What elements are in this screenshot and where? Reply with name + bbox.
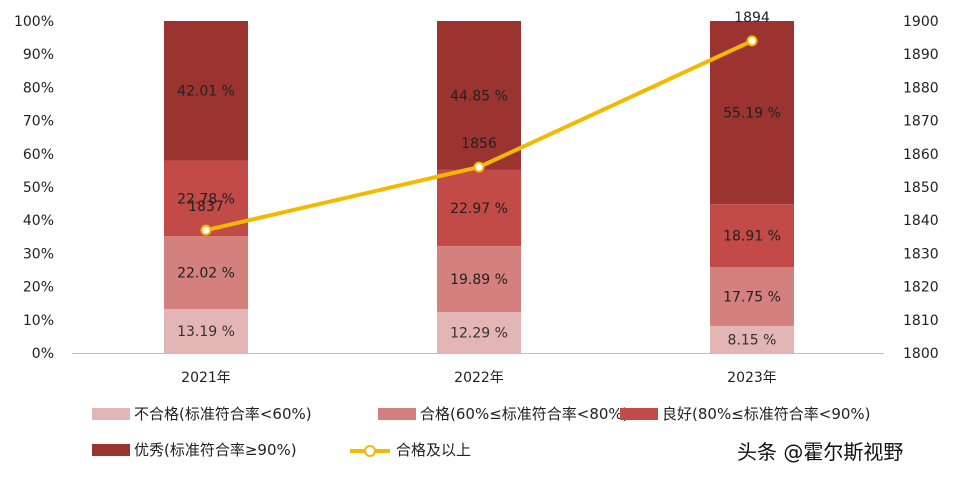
- legend-label-fail: 不合格(标准符合率<60%): [134, 405, 312, 423]
- bar-segment: [710, 267, 794, 326]
- legend-label-excellent: 优秀(标准符合率≥90%): [134, 441, 297, 459]
- watermark: 头条 @霍尔斯视野: [737, 440, 904, 464]
- y-right-tick-label: 1810: [903, 313, 939, 329]
- y-left-tick-label: 90%: [23, 47, 54, 63]
- legend-label-pass-and-above: 合格及以上: [396, 441, 472, 459]
- y-left-tick-label: 40%: [23, 213, 54, 229]
- line-point: [473, 161, 485, 173]
- x-tick-label: 2021年: [181, 370, 231, 386]
- legend-item-pass-and-above: .line-swatch::before{background:#f5b800;…: [350, 439, 471, 460]
- bar-segment: [710, 325, 794, 353]
- y-left-tick-label: 20%: [23, 280, 54, 296]
- legend-item-pass: 合格(60%≤标准符合率<80%): [378, 403, 629, 424]
- x-tick-label: 2022年: [454, 370, 504, 386]
- bar-segment: [710, 21, 794, 205]
- bar-segment: [710, 204, 794, 268]
- y-right-tick-label: 1800: [903, 346, 939, 362]
- y-right-tick-label: 1870: [903, 114, 939, 130]
- y-left-tick-label: 50%: [23, 180, 54, 196]
- legend-swatch-excellent: [92, 443, 130, 456]
- bar-data-label: 44.85 %: [450, 88, 508, 104]
- bar-segment: [437, 246, 521, 313]
- y-left-tick-label: 70%: [23, 114, 54, 130]
- bar-data-label: 12.29 %: [450, 326, 508, 342]
- bar-data-label: 22.02 %: [177, 266, 235, 282]
- bar-segment: [164, 309, 248, 353]
- y-left-tick-label: 100%: [14, 14, 54, 30]
- bar-segment: [164, 236, 248, 310]
- bar-segment: [437, 21, 521, 170]
- y-left-tick-label: 30%: [23, 246, 54, 262]
- y-left-tick-label: 10%: [23, 313, 54, 329]
- bar-segment: [437, 169, 521, 247]
- y-right-tick-label: 1840: [903, 213, 939, 229]
- legend-label-good: 良好(80%≤标准符合率<90%): [662, 405, 871, 423]
- line-data-label: 1894: [734, 10, 770, 26]
- legend-swatch-fail: [92, 407, 130, 420]
- y-right-tick-label: 1900: [903, 14, 939, 30]
- bar-data-label: 42.01 %: [177, 84, 235, 100]
- bar-segment: [164, 21, 248, 161]
- bar-data-label: 18.91 %: [723, 229, 781, 245]
- y-right-tick-label: 1830: [903, 246, 939, 262]
- y-right-tick-label: 1860: [903, 147, 939, 163]
- bar-data-label: 22.97 %: [450, 201, 508, 217]
- line-point: [746, 35, 758, 47]
- y-left-tick-label: 0%: [32, 346, 54, 362]
- legend-label-pass: 合格(60%≤标准符合率<80%): [420, 405, 629, 423]
- y-left-tick-label: 80%: [23, 80, 54, 96]
- y-right-tick-label: 1890: [903, 47, 939, 63]
- y-right-tick-label: 1880: [903, 80, 939, 96]
- legend-item-fail: 不合格(标准符合率<60%): [92, 403, 312, 424]
- y-right-tick-label: 1850: [903, 180, 939, 196]
- line-point: [200, 224, 212, 236]
- legend-swatch-pass: [378, 407, 416, 420]
- y-right-tick-label: 1820: [903, 280, 939, 296]
- bar-data-label: 55.19 %: [723, 106, 781, 122]
- legend-line-swatch: .line-swatch::before{background:#f5b800;…: [350, 444, 390, 457]
- legend-swatch-good: [620, 407, 658, 420]
- bar-data-label: 8.15 %: [728, 332, 777, 348]
- x-tick-label: 2023年: [727, 370, 777, 386]
- bar-data-label: 22.78 %: [177, 191, 235, 207]
- legend-item-good: 良好(80%≤标准符合率<90%): [620, 403, 871, 424]
- legend-item-excellent: 优秀(标准符合率≥90%): [92, 439, 297, 460]
- y-left-tick-label: 60%: [23, 147, 54, 163]
- line-data-label: 1856: [461, 136, 497, 152]
- bar-data-label: 19.89 %: [450, 272, 508, 288]
- bar-data-label: 17.75 %: [723, 289, 781, 305]
- bar-segment: [437, 312, 521, 353]
- bar-data-label: 13.19 %: [177, 324, 235, 340]
- line-data-label: 1837: [188, 199, 224, 215]
